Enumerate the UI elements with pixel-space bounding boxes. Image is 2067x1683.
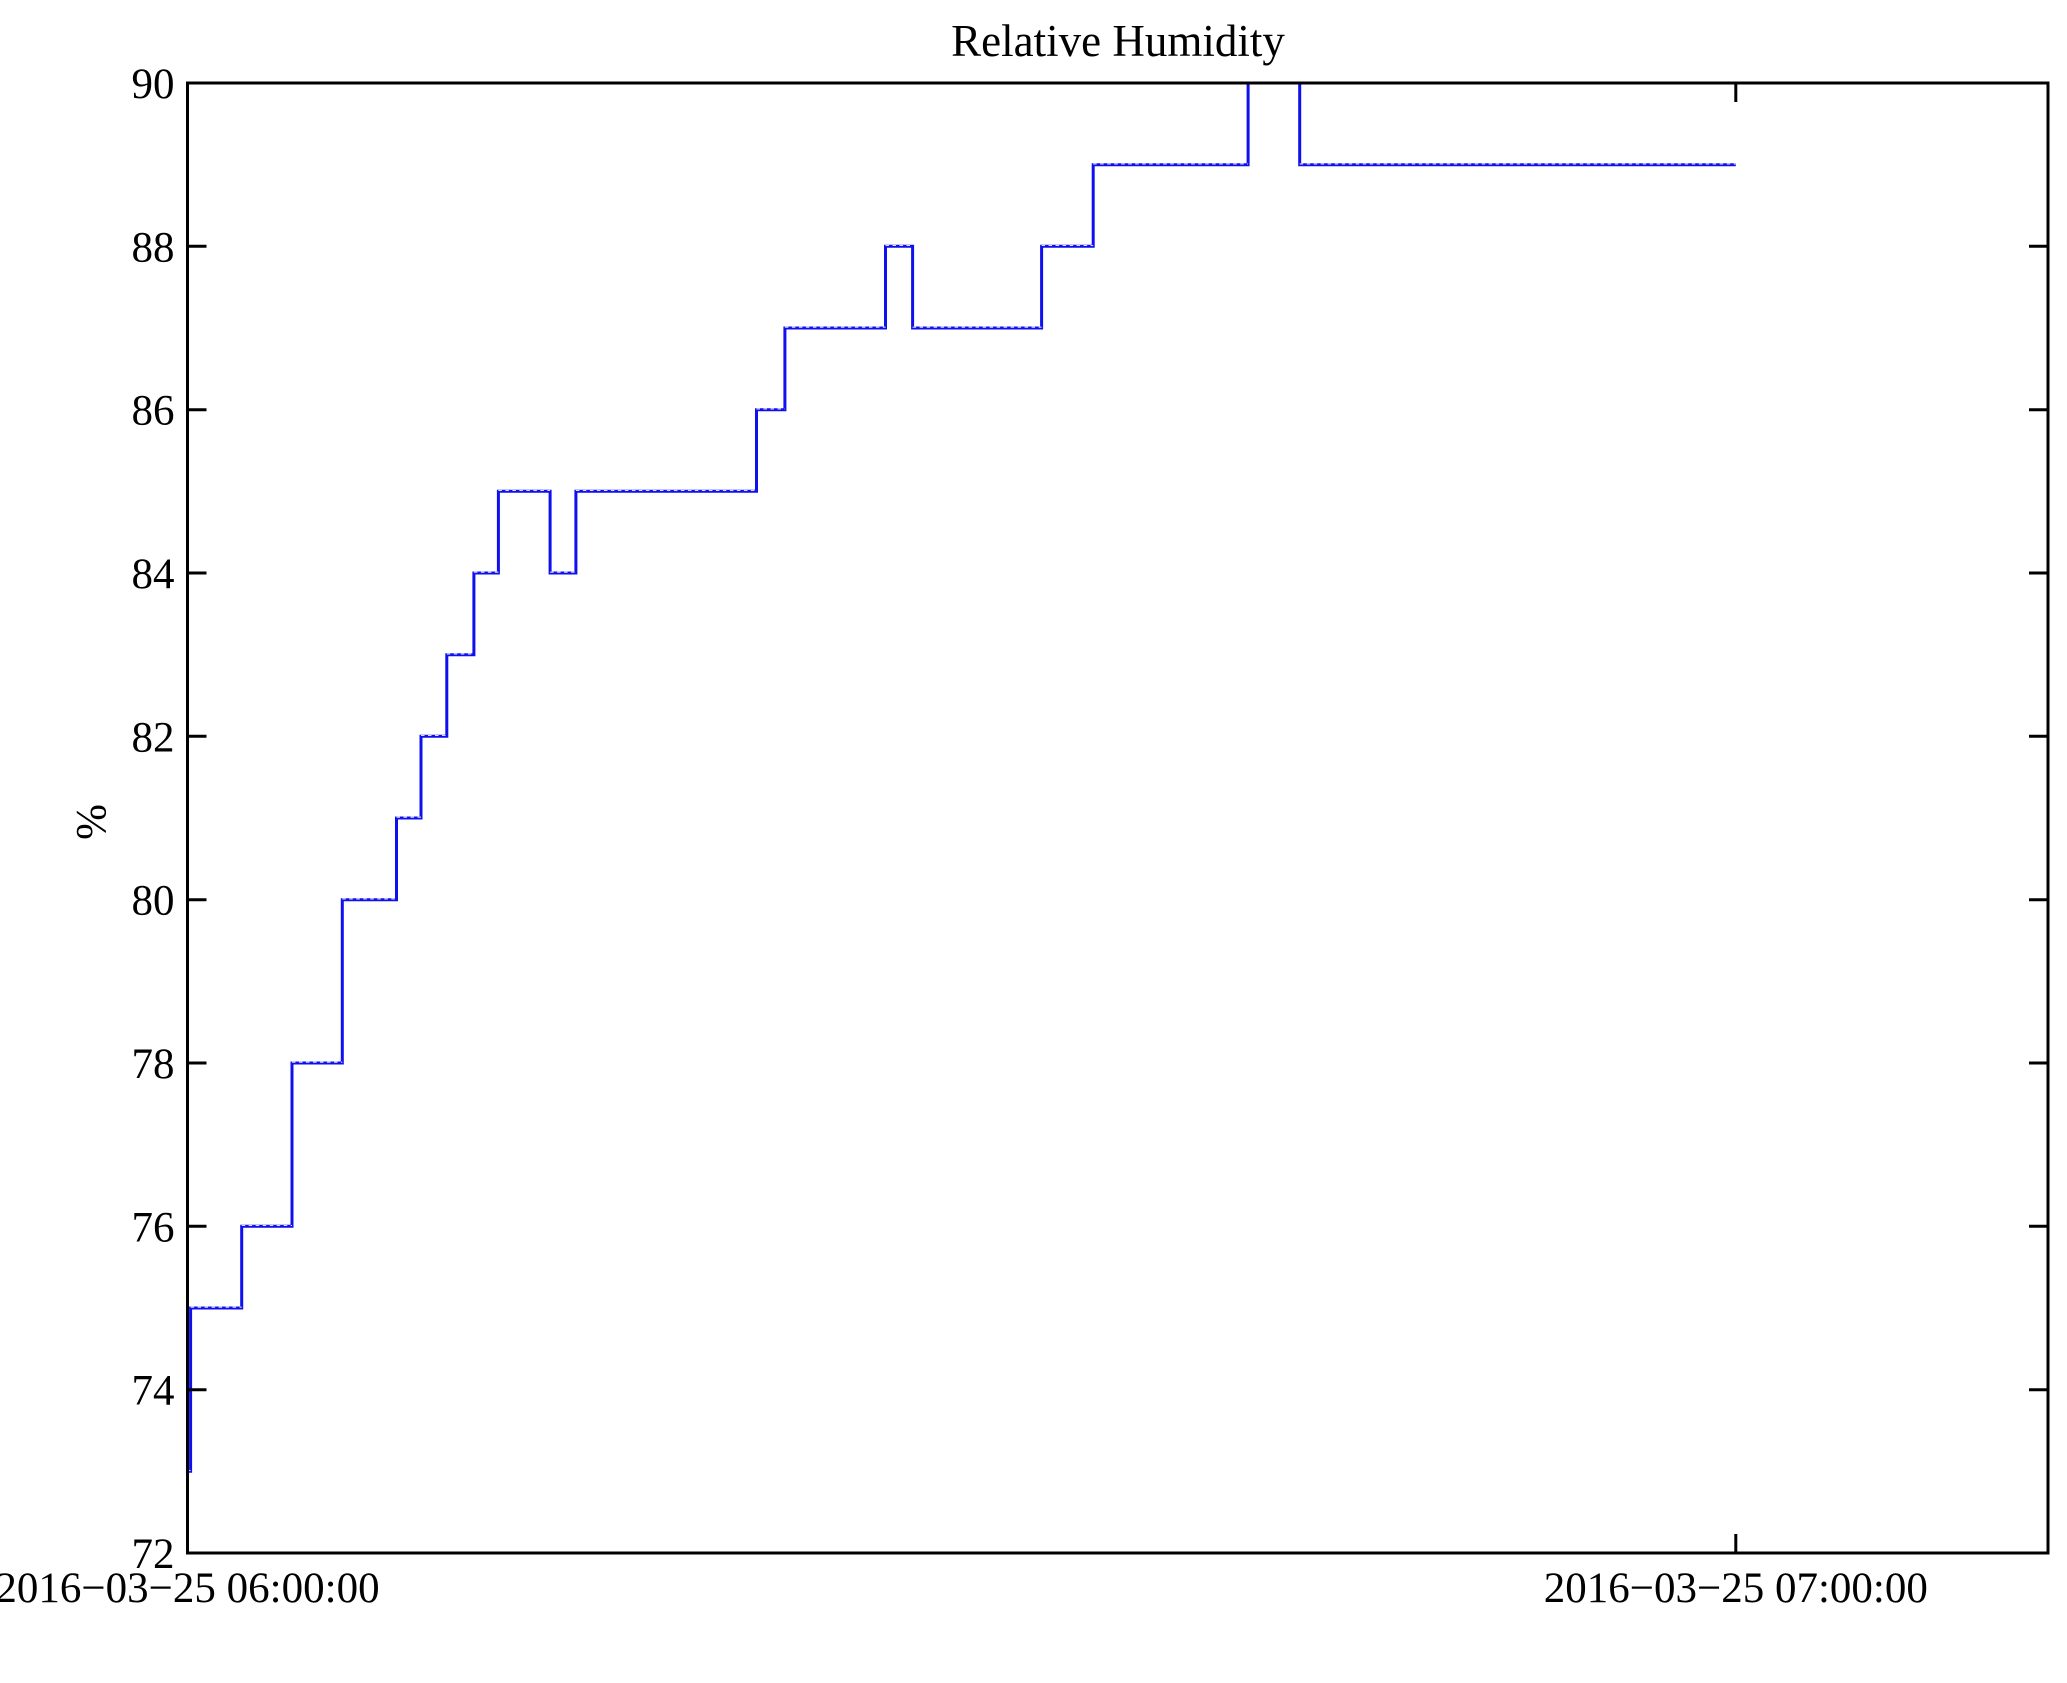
y-tick-label: 74 (132, 1368, 175, 1415)
y-tick-label: 86 (132, 388, 175, 435)
y-tick-label: 72 (132, 1531, 175, 1578)
y-tick-label: 76 (132, 1204, 175, 1251)
y-tick-label: 90 (132, 61, 175, 108)
y-tick-label: 88 (132, 224, 175, 271)
y-tick-label: 78 (132, 1041, 175, 1088)
x-tick-label: 2016−03−25 06:00:00 (0, 1565, 380, 1612)
chart-title: Relative Humidity (951, 16, 1285, 66)
humidity-step-line (188, 81, 1736, 1473)
y-tick-label: 84 (132, 551, 175, 598)
y-tick-label: 82 (132, 714, 175, 761)
x-tick-label: 2016−03−25 07:00:00 (1544, 1565, 1928, 1612)
axes-frame (186, 81, 2050, 1555)
y-tick-label: 80 (132, 878, 175, 925)
